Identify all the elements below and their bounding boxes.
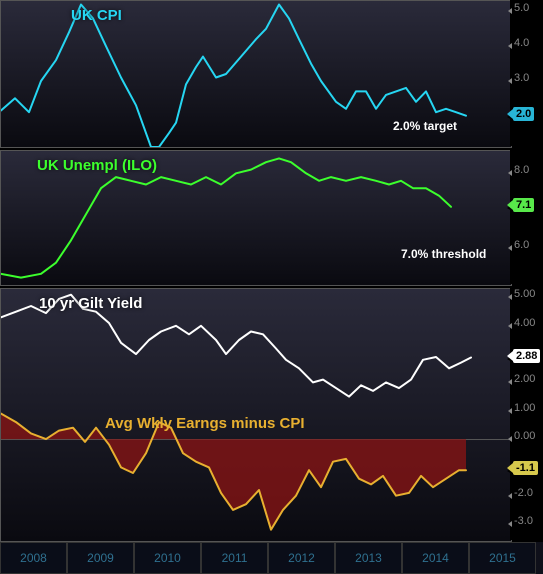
ytick-label: 0.00 — [514, 430, 535, 442]
year-label: 2012 — [268, 542, 335, 574]
ytick-label: 8.0 — [514, 164, 529, 176]
gilt-panel: 10 yr Gilt Yield Avg Wkly Earngs minus CP… — [0, 288, 512, 542]
ytick-label: 1.00 — [514, 402, 535, 414]
ytick-label: 7.1 — [513, 198, 534, 212]
unemp-panel: UK Unempl (ILO) 7.0% threshold — [0, 150, 512, 286]
gilt-annotation: Avg Wkly Earngs minus CPI — [105, 415, 305, 432]
year-label: 2011 — [201, 542, 268, 574]
year-label: 2010 — [134, 542, 201, 574]
year-label: 2014 — [402, 542, 469, 574]
ytick-label: 4.00 — [514, 317, 535, 329]
ytick-label: 5.00 — [514, 288, 535, 300]
year-label: 2015 — [469, 542, 536, 574]
gilt-title: 10 yr Gilt Yield — [39, 295, 142, 312]
unemp-yaxis: 8.0 7.1 6.0 — [510, 150, 543, 284]
year-label: 2009 — [67, 542, 134, 574]
ytick-label: -2.0 — [514, 487, 533, 499]
ytick-label: 3.0 — [514, 72, 529, 84]
ytick-label: 2.00 — [514, 373, 535, 385]
ytick-label: 2.0 — [513, 107, 534, 121]
cpi-title: UK CPI — [71, 7, 122, 24]
ytick-label: 2.88 — [513, 349, 540, 363]
ytick-label: -1.1 — [513, 461, 538, 475]
cpi-annotation: 2.0% target — [393, 119, 457, 133]
gilt-yaxis: 5.00 4.00 2.88 2.00 1.00 0.00 -1.1 -2.0 -3.0 — [510, 288, 543, 540]
unemp-title: UK Unempl (ILO) — [37, 157, 157, 174]
x-axis: 20082009201020112012201320142015 — [0, 542, 543, 574]
year-label: 2008 — [0, 542, 67, 574]
ytick-label: 6.0 — [514, 239, 529, 251]
ytick-label: 5.0 — [514, 2, 529, 14]
cpi-yaxis: 5.0 4.0 3.0 2.0 — [510, 0, 543, 146]
year-label: 2013 — [335, 542, 402, 574]
unemp-annotation: 7.0% threshold — [401, 247, 486, 261]
ytick-label: 4.0 — [514, 37, 529, 49]
ytick-label: -3.0 — [514, 515, 533, 527]
cpi-panel: UK CPI 2.0% target — [0, 0, 512, 148]
